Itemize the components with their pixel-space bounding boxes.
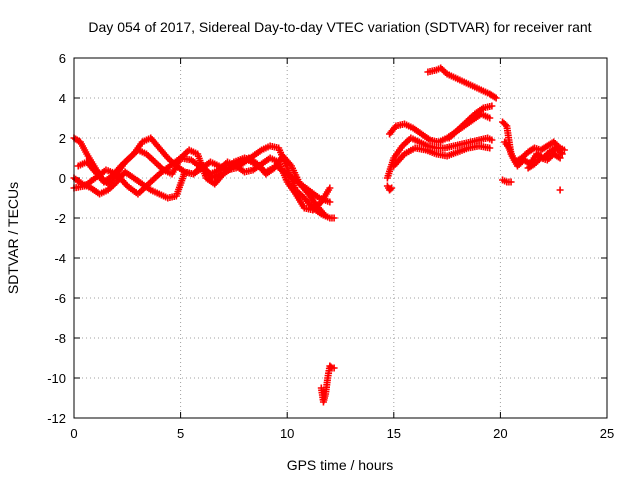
y-tick-label: -10 <box>47 371 66 386</box>
y-tick-label: 4 <box>59 91 66 106</box>
data-point-cluster-dip <box>327 363 335 371</box>
x-tick-label: 15 <box>387 426 401 441</box>
data-point-cluster-dip <box>330 364 338 372</box>
y-tick-label: -8 <box>54 331 66 346</box>
data-point-track-k <box>560 146 568 154</box>
y-tick-label: 6 <box>59 51 66 66</box>
y-axis-label: SDTVAR / TECUs <box>5 182 21 294</box>
axis-ticks: 0 5 10 15 20 25 -12 -10 -8 -6 -4 -2 0 2 4 6 <box>47 51 614 441</box>
x-tick-label: 25 <box>600 426 614 441</box>
x-axis-label: GPS time / hours <box>287 457 394 473</box>
x-tick-label: 20 <box>493 426 507 441</box>
x-tick-label: 0 <box>70 426 77 441</box>
data-point-track-f <box>486 114 494 122</box>
data-point-track-h <box>492 94 500 102</box>
data-point-track-c <box>322 212 330 220</box>
data-point-track-d <box>326 198 334 206</box>
data-point-track-a <box>330 214 338 222</box>
chart-title: Day 054 of 2017, Sidereal Day-to-day VTE… <box>88 19 591 35</box>
y-tick-label: -4 <box>54 251 66 266</box>
data-points <box>70 64 568 406</box>
data-point-track-g <box>486 144 494 152</box>
data-point-track-j <box>387 185 395 193</box>
x-tick-label: 10 <box>280 426 294 441</box>
data-point-track-n <box>556 154 564 162</box>
data-point-track-j <box>388 184 396 192</box>
data-point-track-m <box>507 178 515 186</box>
y-tick-label: 0 <box>59 171 66 186</box>
plot-frame <box>73 57 608 419</box>
x-tick-label: 5 <box>177 426 184 441</box>
data-point-track-k <box>501 121 509 129</box>
y-tick-label: -12 <box>47 411 66 426</box>
y-tick-label: 2 <box>59 131 66 146</box>
data-point-track-i <box>488 102 496 110</box>
grid-lines <box>74 58 607 418</box>
data-point-track-l <box>558 150 566 158</box>
y-tick-label: -2 <box>54 211 66 226</box>
data-point-outlier <box>556 186 564 194</box>
data-point-track-b <box>326 184 334 192</box>
data-point-track-e <box>488 136 496 144</box>
y-tick-label: -6 <box>54 291 66 306</box>
